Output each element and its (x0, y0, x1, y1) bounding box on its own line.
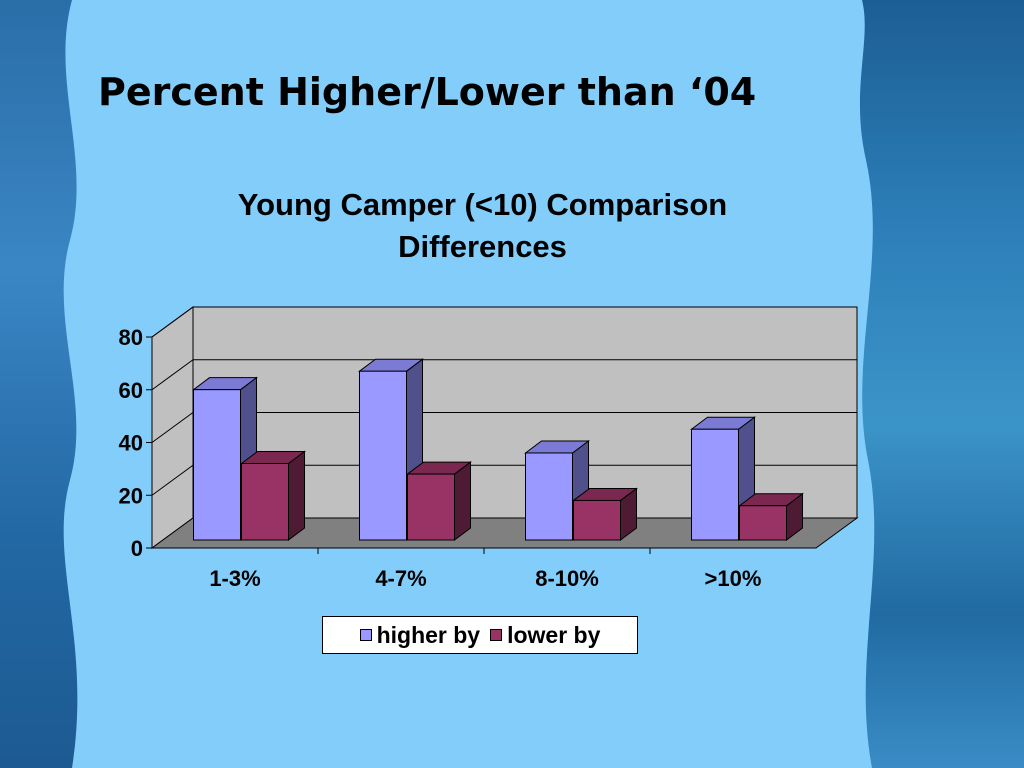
bar-lower-by-4-7pct (407, 473, 455, 541)
y-tick-label-80: 80 (119, 325, 143, 350)
legend-swatch-higher-by (359, 629, 372, 641)
bar-lower-by-1-3pct (241, 463, 289, 541)
x-tick-label-gt-10pct: >10% (705, 566, 762, 591)
bar-higher-by-8-10pct (525, 452, 573, 541)
bar-higher-by-gt-10pct (691, 428, 739, 541)
y-tick-label-60: 60 (119, 378, 143, 403)
chart-title-line-1: Young Camper (<10) Comparison (237, 187, 728, 222)
gridline-80 (151, 306, 857, 338)
y-tick-label-20: 20 (119, 483, 143, 508)
legend-label-lower-by: lower by (507, 621, 601, 648)
gridline-60 (151, 359, 857, 391)
slide-title: Percent Higher/Lower than ‘04 (98, 70, 757, 114)
y-tick-label-40: 40 (119, 431, 143, 456)
bar-side-lower-by-4-7pct (454, 461, 471, 541)
bar-lower-by-8-10pct (573, 499, 621, 541)
chart-title-line-2: Differences (398, 229, 567, 264)
chart-legend: higher by lower by (322, 616, 638, 654)
bar-lower-by-gt-10pct (739, 505, 787, 541)
x-tick-label-1-3pct: 1-3% (209, 566, 260, 591)
legend-label-higher-by: higher by (376, 621, 481, 648)
x-tick-label-8-10pct: 8-10% (535, 566, 599, 591)
bar-higher-by-1-3pct (193, 389, 241, 541)
chart-title: Young Camper (<10) Comparison Difference… (150, 184, 815, 268)
bar-higher-by-4-7pct (359, 370, 407, 541)
legend-swatch-lower-by (490, 629, 503, 641)
bar-side-lower-by-1-3pct (288, 450, 305, 541)
legend-item-lower-by: lower by (490, 622, 600, 649)
legend-item-higher-by: higher by (359, 621, 481, 649)
y-tick-label-0: 0 (131, 536, 143, 561)
x-tick-label-4-7pct: 4-7% (375, 566, 426, 591)
